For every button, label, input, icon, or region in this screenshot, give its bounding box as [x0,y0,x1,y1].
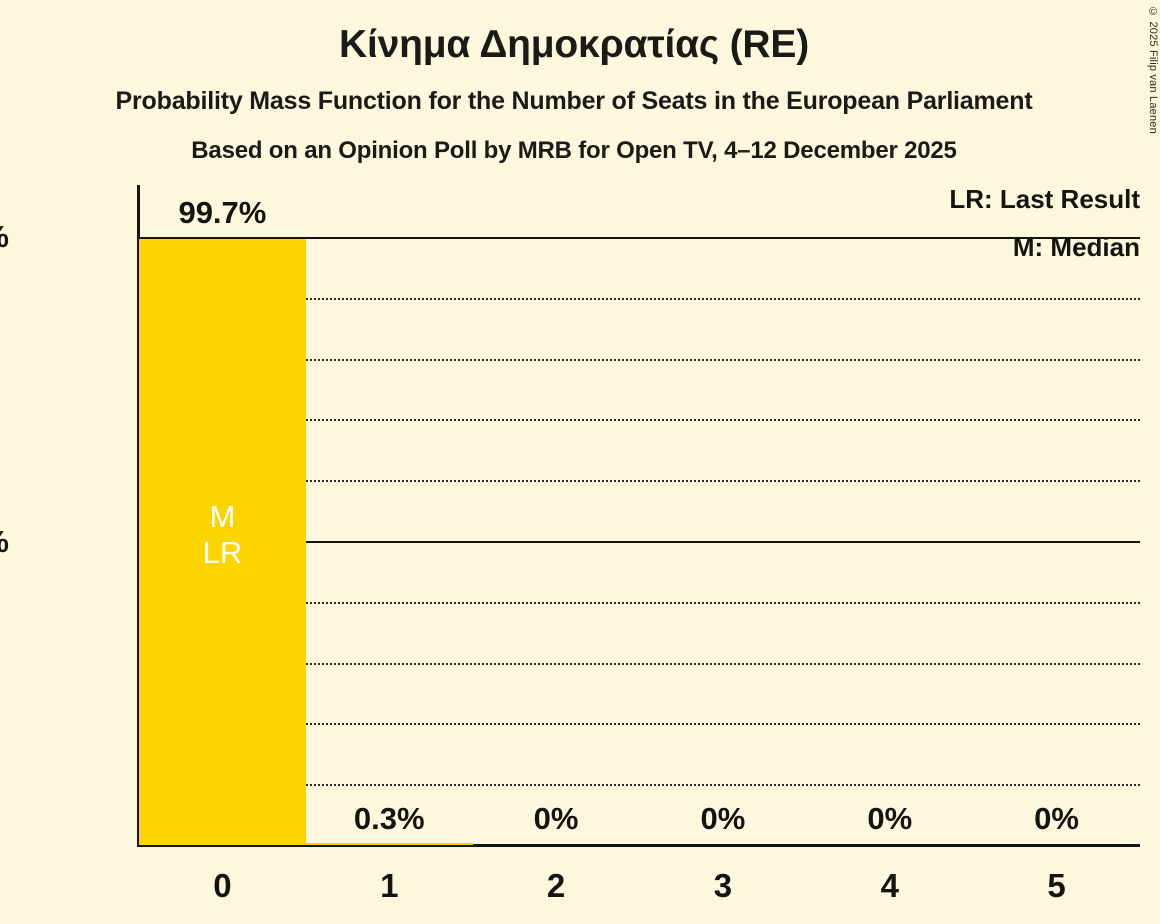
y-tick-50: 50% [0,524,9,560]
gridline-dotted [139,601,1140,604]
gridline-dotted [139,297,1140,300]
bar-value-label-2: 0% [533,801,579,836]
bar-value-label-4: 0% [867,801,913,836]
gridline-dotted [139,358,1140,361]
x-axis-line [139,844,1140,847]
chart-source-note: Based on an Opinion Poll by MRB for Open… [191,137,957,164]
legend-last-result: LR: Last Result [949,184,1140,214]
gridline-dotted [139,480,1140,483]
x-tick-2: 2 [546,867,566,904]
gridline-dotted [139,723,1140,726]
y-axis-line [137,185,140,847]
median-marker: M [209,498,236,534]
gridline-solid [139,237,1140,239]
x-tick-1: 1 [380,867,399,904]
page-title: Κίνημα Δημοκρατίας (RE) [338,23,809,66]
gridline-dotted [139,784,1140,787]
bar-seat-1[interactable] [305,843,473,845]
bar-marker-labels: M LR [139,499,306,571]
bar-value-label-3: 0% [700,801,746,836]
gridline-dotted [139,662,1140,665]
last-result-marker: LR [202,534,243,570]
copyright-notice: © 2025 Filip van Laenen [1147,6,1159,134]
y-tick-100: 100% [0,219,9,255]
bar-value-label-0: 99.7% [178,194,267,230]
plot-area: M LR [139,237,1140,845]
bar-value-label-5: 0% [1034,801,1079,836]
bar-value-label-1: 0.3% [353,801,425,836]
gridline-solid [139,541,1140,543]
x-tick-3: 3 [713,867,733,904]
bar-seat-0[interactable]: M LR [139,238,306,845]
x-tick-0: 0 [213,867,232,904]
x-tick-4: 4 [880,867,899,904]
gridline-dotted [139,419,1140,422]
x-tick-5: 5 [1047,867,1066,904]
chart-subtitle: Probability Mass Function for the Number… [115,87,1033,115]
